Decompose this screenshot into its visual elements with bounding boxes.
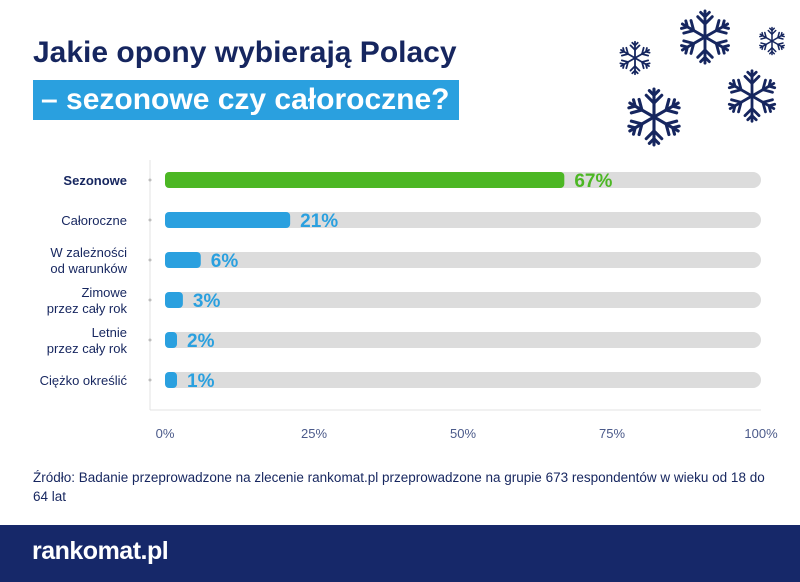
value-label: 6%	[211, 251, 239, 272]
axis-tick-dot	[148, 378, 152, 382]
bar	[165, 292, 183, 308]
snowflake-icon	[724, 68, 780, 124]
axis-tick-dot	[148, 338, 152, 342]
category-label: Zimowe przez cały rok	[47, 285, 128, 316]
x-tick-label: 100%	[744, 426, 778, 441]
bar	[165, 172, 565, 188]
value-label: 67%	[574, 171, 612, 192]
value-label: 2%	[187, 331, 215, 352]
bar-track	[165, 212, 761, 228]
category-label: Sezonowe	[63, 173, 127, 188]
snowflake-icon	[757, 26, 787, 56]
category-label: Ciężko określić	[40, 373, 128, 388]
footer-bar: rankomat.pl	[0, 525, 800, 582]
bar	[165, 252, 201, 268]
bar-track	[165, 332, 761, 348]
axis-tick-dot	[148, 258, 152, 262]
bar-track	[165, 292, 761, 308]
bar	[165, 372, 177, 388]
bar-track	[165, 372, 761, 388]
axis-tick-dot	[148, 218, 152, 222]
bar-track	[165, 252, 761, 268]
bar-chart: Sezonowe 67% Całoroczne 21% W zależności od w…	[40, 160, 778, 441]
bar	[165, 212, 291, 228]
chart-title-line-1: Jakie opony wybierają Polacy	[33, 36, 457, 69]
value-label: 3%	[193, 291, 221, 312]
value-label: 1%	[187, 371, 215, 392]
chart-title-line-2: – sezonowe czy całoroczne?	[33, 80, 460, 120]
bar	[165, 332, 177, 348]
category-label: Letnie przez cały rok	[47, 325, 128, 356]
snowflake-icon	[623, 86, 685, 148]
axis-tick-dot	[148, 178, 152, 182]
value-label: 21%	[300, 211, 338, 232]
category-label: Całoroczne	[61, 213, 127, 228]
x-tick-label: 50%	[450, 426, 476, 441]
axis-tick-dot	[148, 298, 152, 302]
brand-logo: rankomat.pl	[32, 537, 169, 565]
category-label: W zależności od warunków	[50, 245, 127, 276]
snowflake-icon	[676, 8, 734, 66]
x-tick-label: 0%	[156, 426, 175, 441]
x-tick-label: 25%	[301, 426, 327, 441]
source-note: Źródło: Badanie przeprowadzone na zlecen…	[33, 470, 765, 504]
snowflake-icon	[617, 40, 653, 76]
x-tick-label: 75%	[599, 426, 625, 441]
